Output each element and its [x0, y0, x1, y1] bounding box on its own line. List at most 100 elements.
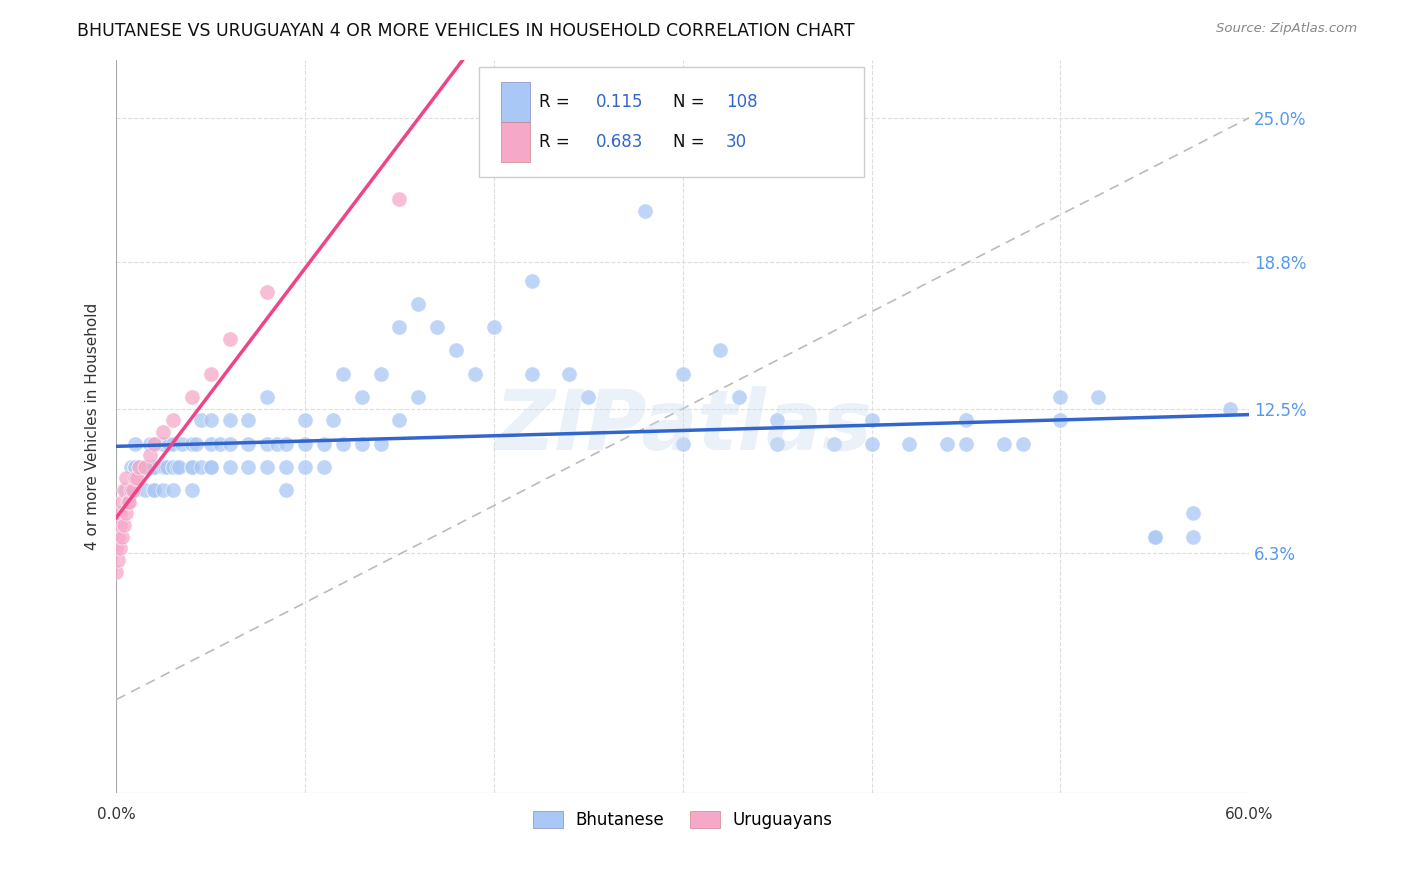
Point	[162, 436, 184, 450]
Point	[218, 413, 240, 427]
Point	[766, 413, 789, 427]
Point	[276, 483, 298, 497]
Point	[294, 459, 316, 474]
Point	[143, 436, 166, 450]
Point	[166, 459, 188, 474]
Point	[134, 483, 156, 497]
Point	[200, 459, 222, 474]
Point	[180, 436, 202, 450]
Point	[128, 459, 150, 474]
Point	[408, 297, 430, 311]
Point	[139, 448, 162, 462]
Point	[114, 507, 136, 521]
Point	[107, 530, 129, 544]
Point	[520, 274, 543, 288]
Point	[256, 390, 278, 404]
Point	[112, 483, 135, 497]
Point	[114, 471, 136, 485]
Point	[108, 518, 131, 533]
Point	[408, 390, 430, 404]
Point	[256, 285, 278, 300]
Point	[936, 436, 959, 450]
Point	[108, 541, 131, 556]
Point	[124, 483, 146, 497]
Point	[823, 436, 845, 450]
Point	[898, 436, 921, 450]
Point	[162, 459, 184, 474]
Point	[1181, 507, 1204, 521]
Point	[162, 413, 184, 427]
Text: R =: R =	[538, 93, 569, 112]
Text: 0.0%: 0.0%	[97, 806, 135, 822]
Point	[134, 459, 156, 474]
Text: Source: ZipAtlas.com: Source: ZipAtlas.com	[1216, 22, 1357, 36]
Point	[332, 436, 354, 450]
Point	[256, 459, 278, 474]
Point	[108, 507, 131, 521]
Point	[860, 436, 883, 450]
FancyBboxPatch shape	[502, 82, 530, 122]
Point	[138, 459, 160, 474]
Point	[200, 367, 222, 381]
Point	[143, 459, 166, 474]
Point	[1181, 530, 1204, 544]
Point	[172, 436, 194, 450]
Point	[143, 483, 166, 497]
Point	[276, 436, 298, 450]
Point	[141, 459, 163, 474]
Point	[350, 436, 373, 450]
Point	[1087, 390, 1109, 404]
Point	[180, 459, 202, 474]
Point	[332, 367, 354, 381]
Point	[312, 459, 335, 474]
Point	[120, 459, 142, 474]
Point	[200, 436, 222, 450]
Point	[350, 390, 373, 404]
Point	[190, 413, 212, 427]
Point	[370, 436, 392, 450]
Point	[634, 203, 657, 218]
Point	[238, 436, 260, 450]
Text: 30: 30	[725, 133, 747, 151]
Point	[1143, 530, 1166, 544]
Point	[276, 459, 298, 474]
Point	[1219, 401, 1241, 416]
Point	[152, 459, 174, 474]
FancyBboxPatch shape	[479, 67, 863, 177]
Text: 0.683: 0.683	[596, 133, 643, 151]
Point	[167, 459, 190, 474]
Point	[124, 459, 146, 474]
Text: 60.0%: 60.0%	[1225, 806, 1274, 822]
Point	[143, 459, 166, 474]
Point	[117, 495, 139, 509]
Point	[135, 459, 157, 474]
Point	[139, 459, 162, 474]
Point	[266, 436, 288, 450]
Point	[118, 495, 141, 509]
Point	[370, 367, 392, 381]
Point	[180, 483, 202, 497]
Point	[134, 459, 156, 474]
Point	[312, 436, 335, 450]
Point	[124, 459, 146, 474]
Point	[1011, 436, 1033, 450]
Point	[482, 320, 505, 334]
Point	[672, 436, 695, 450]
Point	[124, 459, 146, 474]
Point	[388, 413, 411, 427]
Point	[184, 436, 207, 450]
Text: N =: N =	[672, 133, 704, 151]
Point	[444, 343, 467, 358]
Point	[157, 436, 180, 450]
Point	[143, 436, 166, 450]
Point	[155, 459, 177, 474]
Point	[218, 459, 240, 474]
Point	[122, 483, 145, 497]
Point	[388, 192, 411, 206]
Point	[1143, 530, 1166, 544]
Point	[180, 459, 202, 474]
Point	[124, 471, 146, 485]
Point	[955, 436, 977, 450]
Point	[766, 436, 789, 450]
Point	[139, 436, 162, 450]
